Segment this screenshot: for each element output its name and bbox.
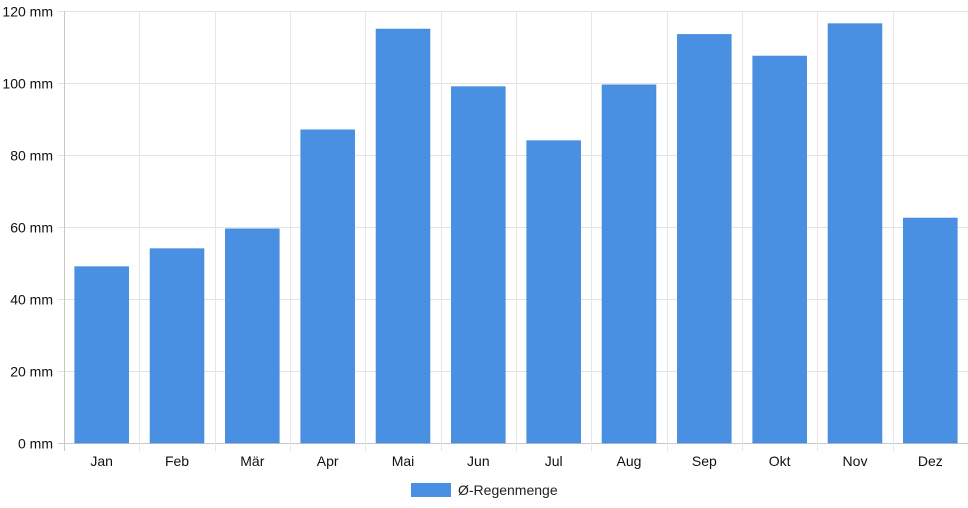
y-tick-label: 120 mm (2, 4, 53, 20)
x-tick-label: Dez (918, 453, 943, 469)
bar-apr[interactable] (300, 129, 355, 444)
bars (74, 23, 958, 444)
bar-jan[interactable] (74, 266, 129, 444)
x-tick-label: Nov (843, 453, 868, 469)
x-tick-label: Jan (90, 453, 113, 469)
bar-sep[interactable] (677, 34, 732, 444)
legend[interactable]: Ø-Regenmenge (411, 482, 558, 498)
y-tick-label: 0 mm (18, 436, 53, 452)
y-tick-label: 20 mm (10, 364, 53, 380)
bar-mai[interactable] (375, 28, 431, 444)
x-tick-label: Mai (392, 453, 415, 469)
bar-aug[interactable] (601, 84, 657, 444)
x-tick-label: Jul (545, 453, 563, 469)
y-axis: 0 mm 20 mm 40 mm 60 mm 80 mm 100 mm 120 mm (2, 4, 53, 452)
bar-dez[interactable] (903, 217, 958, 444)
bar-feb[interactable] (149, 248, 205, 444)
grid-lines (58, 11, 968, 451)
bar-jul[interactable] (526, 140, 581, 444)
x-tick-label: Aug (617, 453, 642, 469)
y-tick-label: 40 mm (10, 292, 53, 308)
bar-nov[interactable] (827, 23, 883, 444)
x-tick-label: Feb (165, 453, 189, 469)
x-tick-label: Okt (769, 453, 791, 469)
x-tick-label: Jun (467, 453, 490, 469)
y-tick-label: 100 mm (2, 76, 53, 92)
bar-jun[interactable] (451, 86, 506, 444)
y-tick-label: 60 mm (10, 220, 53, 236)
x-tick-label: Apr (317, 453, 339, 469)
x-tick-label: Mär (240, 453, 264, 469)
bar-okt[interactable] (752, 55, 807, 444)
bar-mär[interactable] (225, 228, 280, 444)
legend-swatch (411, 483, 451, 497)
x-axis: Jan Feb Mär Apr Mai Jun Jul Aug Sep Okt Nov Dez (90, 453, 942, 469)
y-tick-label: 80 mm (10, 148, 53, 164)
x-tick-label: Sep (692, 453, 717, 469)
legend-label: Ø-Regenmenge (458, 482, 558, 498)
